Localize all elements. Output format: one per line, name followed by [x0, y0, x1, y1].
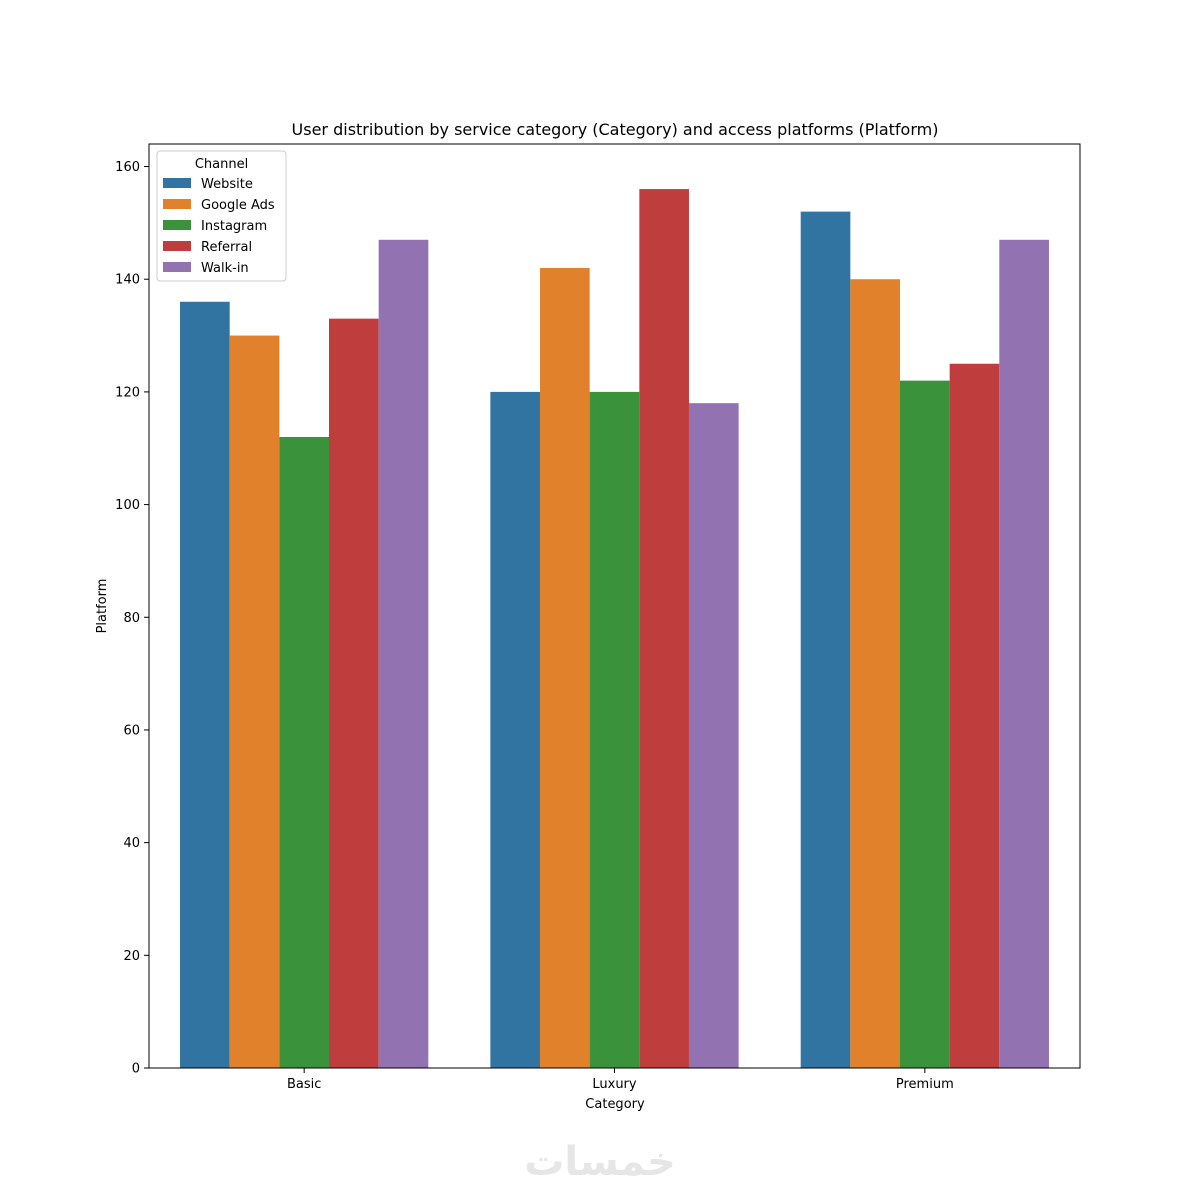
- y-tick-label: 140: [115, 273, 140, 288]
- bar: [180, 301, 230, 1068]
- y-tick-label: 20: [123, 949, 140, 964]
- y-tick-label: 80: [123, 611, 140, 626]
- bar: [999, 239, 1049, 1068]
- y-tick-label: 60: [123, 723, 140, 738]
- y-tick-label: 100: [115, 498, 140, 513]
- y-axis: 0 20 40 60 80 100 120 140 160: [115, 160, 149, 1077]
- y-tick-label: 40: [123, 836, 140, 851]
- watermark-logo: خمسات: [524, 1139, 676, 1185]
- y-axis-label: Platform: [95, 579, 110, 634]
- bar: [328, 318, 379, 1068]
- x-axis-label: Category: [585, 1097, 645, 1112]
- bar: [589, 391, 640, 1068]
- y-tick-label: 120: [115, 385, 140, 400]
- chart-title: User distribution by service category (C…: [292, 120, 939, 139]
- legend-items: Website Google Ads Instagram Referral Walk-i…: [163, 177, 275, 276]
- bar: [850, 279, 900, 1069]
- legend-swatch: [163, 199, 191, 209]
- legend-swatch: [163, 178, 191, 188]
- x-tick-label: Luxury: [592, 1077, 637, 1092]
- x-tick-label: Premium: [896, 1077, 954, 1092]
- bar: [800, 211, 851, 1069]
- legend-swatch: [163, 262, 191, 272]
- legend-swatch: [163, 241, 191, 251]
- bar: [688, 403, 739, 1068]
- y-tick-label: 160: [115, 160, 140, 175]
- bar: [949, 363, 1000, 1069]
- x-tick-label: Basic: [287, 1077, 321, 1092]
- legend-label: Instagram: [201, 219, 267, 234]
- legend-label: Referral: [201, 240, 252, 255]
- legend-label: Website: [201, 177, 253, 192]
- bar: [540, 267, 590, 1068]
- y-tick-label: 0: [132, 1062, 140, 1077]
- bar: [279, 436, 329, 1069]
- bar: [900, 380, 950, 1068]
- bar: [229, 335, 280, 1068]
- legend-label: Google Ads: [201, 198, 275, 213]
- legend-title: Channel: [195, 157, 248, 172]
- bar: [490, 391, 541, 1068]
- x-axis: Basic Luxury Premium: [287, 1068, 954, 1092]
- bars-layer: [180, 189, 1049, 1069]
- legend: Channel Website Google Ads Instagram Referr…: [156, 150, 287, 282]
- bar: [639, 189, 689, 1068]
- bar: [378, 239, 429, 1068]
- legend-swatch: [163, 220, 191, 230]
- legend-label: Walk-in: [201, 261, 249, 276]
